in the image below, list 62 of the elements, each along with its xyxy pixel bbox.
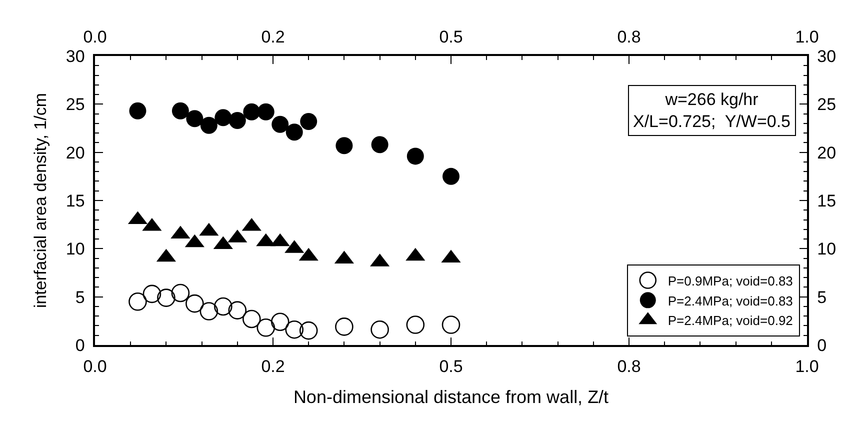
point (243, 103, 260, 120)
point (257, 103, 274, 120)
x-tick-label: 0.5 (439, 27, 463, 46)
y2-tick-label: 10 (817, 240, 836, 259)
y2-tick-label: 30 (817, 46, 836, 66)
legend-label: P=2.4MPa; void=0.83 (668, 293, 793, 308)
y-tick-label: 0 (75, 336, 85, 355)
point (228, 301, 247, 320)
point (186, 110, 204, 128)
point (186, 294, 204, 313)
point (242, 310, 261, 328)
x2-tick-label: 1.0 (795, 357, 819, 376)
point (214, 109, 232, 126)
y2-tick-label: 5 (817, 288, 827, 307)
x-tick-label: 0.8 (617, 27, 641, 46)
point (285, 320, 304, 339)
y2-tick-label: 20 (817, 143, 836, 162)
x-tick-label: 0.2 (261, 27, 285, 46)
y-tick-label: 20 (66, 143, 85, 162)
y-tick-label: 5 (75, 288, 85, 307)
x-tick-label: 0.0 (83, 27, 107, 46)
point (228, 112, 246, 130)
y-axis-title: interfacial area density, 1/cm (30, 92, 50, 308)
point (200, 116, 218, 134)
point (172, 102, 189, 120)
point (214, 297, 232, 316)
y-tick-label: 30 (66, 46, 85, 66)
point (406, 148, 424, 165)
point (335, 318, 354, 336)
point (128, 292, 147, 311)
y-tick-label: 10 (66, 240, 85, 259)
point (200, 302, 218, 320)
y2-tick-label: 0 (817, 336, 827, 355)
legend-label: P=0.9MPa; void=0.83 (668, 273, 793, 288)
y-tick-label: 15 (66, 191, 85, 210)
x2-tick-label: 0.5 (439, 357, 463, 376)
point (129, 102, 146, 120)
x2-tick-label: 0.8 (617, 357, 641, 376)
point (442, 168, 460, 185)
point (272, 116, 289, 133)
point (406, 316, 425, 334)
x-axis-title: Non-dimensional distance from wall, Z/t (293, 386, 609, 407)
y-tick-label: 25 (66, 95, 85, 114)
point (300, 113, 318, 130)
point (299, 321, 318, 340)
y2-tick-label: 15 (817, 191, 836, 210)
point (142, 284, 162, 304)
legend-label: P=2.4MPa; void=0.92 (668, 313, 793, 328)
point (256, 318, 276, 337)
annotation: w=266 kg/hr X/L=0.725; Y/W=0.5 (633, 90, 791, 132)
point (370, 320, 389, 339)
point (371, 136, 388, 154)
x2-tick-label: 0.0 (83, 357, 107, 376)
x-tick-label: 1.0 (795, 27, 819, 46)
point (270, 312, 290, 332)
point (157, 288, 176, 307)
point (286, 124, 303, 141)
y2-tick-label: 25 (817, 95, 836, 114)
point (336, 137, 353, 154)
x2-tick-label: 0.2 (261, 357, 285, 376)
point (442, 316, 460, 334)
point (171, 284, 190, 302)
